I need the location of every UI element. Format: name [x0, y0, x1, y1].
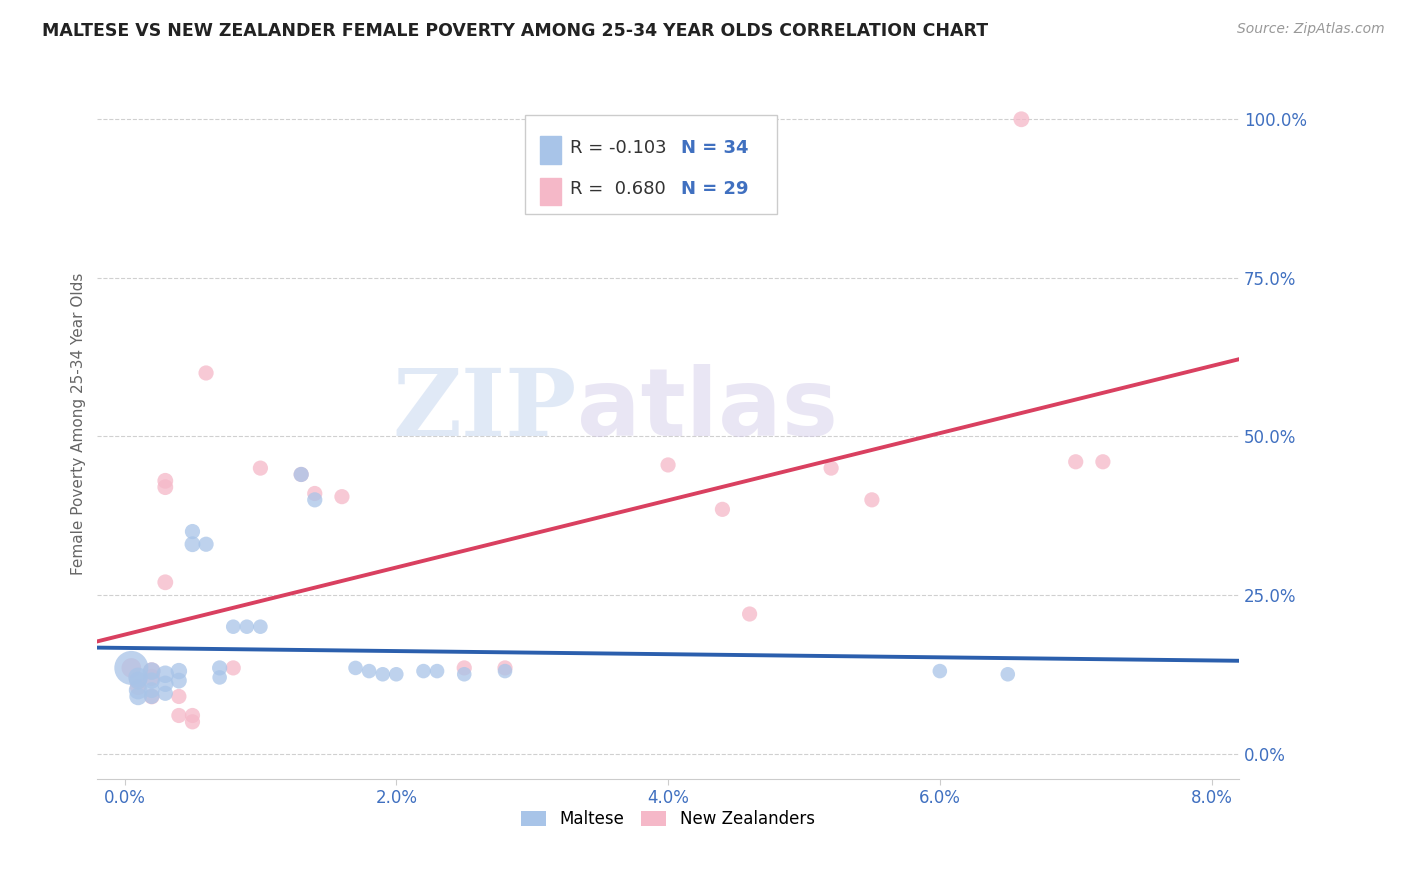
Point — [344, 661, 367, 675]
Point — [155, 667, 177, 681]
Point — [181, 714, 204, 729]
Point — [249, 461, 271, 475]
Point — [195, 537, 218, 551]
Point — [120, 661, 142, 675]
Point — [494, 661, 516, 675]
Point — [738, 607, 761, 621]
Point — [290, 467, 312, 482]
Point — [127, 673, 149, 688]
Point — [208, 661, 231, 675]
Point — [141, 683, 163, 698]
Point — [657, 458, 679, 472]
Point — [155, 686, 177, 700]
Point — [141, 670, 163, 684]
Point — [155, 480, 177, 494]
Point — [997, 667, 1019, 681]
Point — [426, 664, 449, 678]
Point — [494, 664, 516, 678]
Point — [453, 667, 475, 681]
Point — [155, 575, 177, 590]
FancyBboxPatch shape — [526, 115, 776, 214]
Point — [249, 620, 271, 634]
Point — [330, 490, 353, 504]
Point — [290, 467, 312, 482]
Text: atlas: atlas — [576, 364, 838, 456]
Point — [141, 690, 163, 704]
Point — [359, 664, 381, 678]
Point — [167, 673, 190, 688]
Point — [141, 690, 163, 704]
Point — [236, 620, 259, 634]
Point — [127, 673, 149, 688]
Point — [304, 486, 326, 500]
Point — [181, 524, 204, 539]
Text: R =  0.680: R = 0.680 — [569, 180, 665, 198]
Point — [711, 502, 734, 516]
Point — [453, 661, 475, 675]
Point — [167, 690, 190, 704]
Point — [1010, 112, 1032, 127]
Y-axis label: Female Poverty Among 25-34 Year Olds: Female Poverty Among 25-34 Year Olds — [72, 273, 86, 575]
Point — [860, 492, 883, 507]
Point — [208, 670, 231, 684]
Point — [371, 667, 394, 681]
Point — [141, 664, 163, 678]
Point — [820, 461, 842, 475]
Point — [167, 708, 190, 723]
Point — [155, 474, 177, 488]
Point — [195, 366, 218, 380]
Point — [1091, 455, 1114, 469]
Point — [127, 690, 149, 704]
Legend: Maltese, New Zealanders: Maltese, New Zealanders — [515, 803, 821, 835]
Point — [127, 680, 149, 694]
Text: N = 29: N = 29 — [681, 180, 748, 198]
Point — [181, 708, 204, 723]
Point — [155, 677, 177, 691]
Point — [127, 683, 149, 698]
Point — [412, 664, 434, 678]
Bar — [540, 178, 561, 205]
Text: N = 34: N = 34 — [681, 139, 748, 157]
Point — [222, 620, 245, 634]
Point — [141, 673, 163, 688]
Point — [385, 667, 408, 681]
Text: ZIP: ZIP — [392, 365, 576, 455]
Point — [222, 661, 245, 675]
Point — [181, 537, 204, 551]
Point — [120, 661, 142, 675]
Point — [141, 664, 163, 678]
Point — [167, 664, 190, 678]
Point — [1064, 455, 1087, 469]
Point — [127, 670, 149, 684]
Point — [304, 492, 326, 507]
Point — [928, 664, 950, 678]
Text: R = -0.103: R = -0.103 — [569, 139, 666, 157]
Text: Source: ZipAtlas.com: Source: ZipAtlas.com — [1237, 22, 1385, 37]
Bar — [540, 136, 561, 164]
Text: MALTESE VS NEW ZEALANDER FEMALE POVERTY AMONG 25-34 YEAR OLDS CORRELATION CHART: MALTESE VS NEW ZEALANDER FEMALE POVERTY … — [42, 22, 988, 40]
